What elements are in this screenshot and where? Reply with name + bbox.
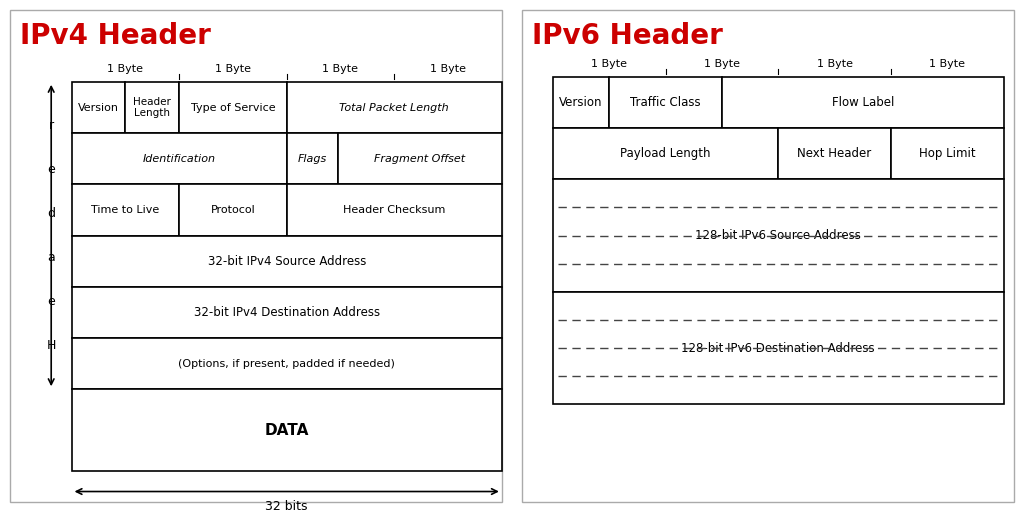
Text: e: e — [47, 163, 55, 176]
Bar — [72, 133, 287, 184]
Bar — [553, 128, 778, 179]
Bar — [179, 184, 287, 236]
Bar — [72, 82, 125, 133]
Bar — [179, 82, 287, 133]
Bar — [722, 77, 1004, 128]
Text: 1 Byte: 1 Byte — [929, 59, 966, 69]
Text: Payload Length: Payload Length — [621, 147, 711, 160]
Text: 128-bit IPv6 Source Address: 128-bit IPv6 Source Address — [695, 229, 861, 242]
Text: d: d — [47, 207, 55, 220]
Text: IPv6 Header: IPv6 Header — [532, 22, 723, 50]
Text: IPv4 Header: IPv4 Header — [20, 22, 211, 50]
Text: 1 Byte: 1 Byte — [703, 59, 740, 69]
Text: 1 Byte: 1 Byte — [816, 59, 853, 69]
Text: a: a — [47, 251, 55, 264]
Bar — [338, 133, 502, 184]
Bar — [72, 236, 502, 287]
Text: Hop Limit: Hop Limit — [919, 147, 976, 160]
Bar — [553, 77, 609, 128]
Text: Version: Version — [559, 96, 603, 109]
Bar — [891, 128, 1004, 179]
Bar — [287, 82, 502, 133]
Text: r: r — [48, 119, 54, 132]
Bar — [287, 184, 502, 236]
Text: 1 Byte: 1 Byte — [323, 64, 358, 74]
Text: 128-bit IPv6 Destination Address: 128-bit IPv6 Destination Address — [681, 342, 876, 355]
Text: Traffic Class: Traffic Class — [631, 96, 700, 109]
Text: 1 Byte: 1 Byte — [215, 64, 251, 74]
Text: Total Packet Length: Total Packet Length — [339, 102, 450, 113]
Text: 1 Byte: 1 Byte — [591, 59, 628, 69]
Text: Type of Service: Type of Service — [190, 102, 275, 113]
Text: Protocol: Protocol — [211, 205, 255, 215]
Text: Time to Live: Time to Live — [91, 205, 160, 215]
Bar — [553, 292, 1004, 404]
Text: 32-bit IPv4 Destination Address: 32-bit IPv4 Destination Address — [194, 306, 380, 319]
Bar — [609, 77, 722, 128]
Bar — [72, 184, 179, 236]
Text: H: H — [46, 339, 56, 352]
Text: e: e — [47, 295, 55, 308]
Text: Flow Label: Flow Label — [831, 96, 894, 109]
Text: Next Header: Next Header — [798, 147, 871, 160]
Bar — [287, 133, 338, 184]
Text: Fragment Offset: Fragment Offset — [375, 154, 465, 164]
Text: Version: Version — [78, 102, 119, 113]
Text: (Options, if present, padded if needed): (Options, if present, padded if needed) — [178, 358, 395, 369]
Bar — [778, 128, 891, 179]
Text: Header
Length: Header Length — [133, 97, 171, 118]
Text: Flags: Flags — [298, 154, 327, 164]
Bar — [72, 389, 502, 471]
Bar — [553, 179, 1004, 292]
Text: Identification: Identification — [142, 154, 216, 164]
Text: DATA: DATA — [264, 422, 309, 438]
Text: 32-bit IPv4 Source Address: 32-bit IPv4 Source Address — [208, 254, 366, 268]
Bar — [72, 287, 502, 338]
Text: Header Checksum: Header Checksum — [343, 205, 445, 215]
Text: 1 Byte: 1 Byte — [430, 64, 466, 74]
Text: 1 Byte: 1 Byte — [108, 64, 143, 74]
Text: 32 bits: 32 bits — [265, 500, 308, 512]
Bar — [72, 338, 502, 389]
Bar — [125, 82, 179, 133]
